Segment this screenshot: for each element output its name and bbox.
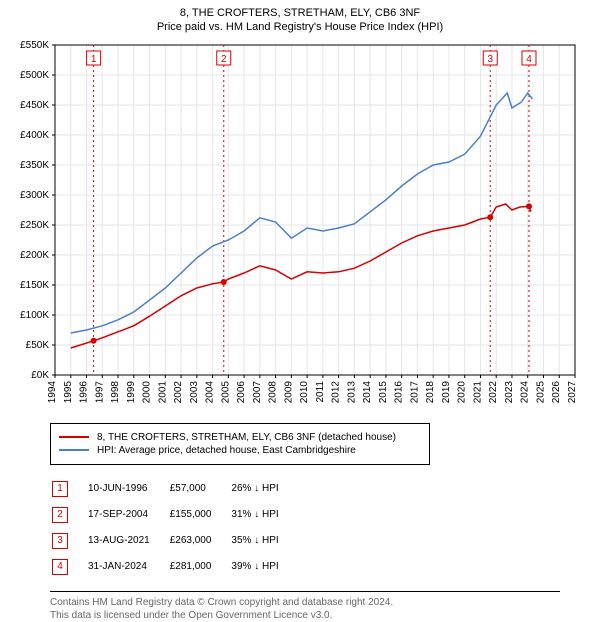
legend-label: HPI: Average price, detached house, East…	[97, 445, 356, 456]
legend: 8, THE CROFTERS, STRETHAM, ELY, CB6 3NF …	[50, 423, 430, 465]
svg-text:2003: 2003	[189, 380, 200, 403]
event-row: 1 10-JUN-1996£57,00026% ↓ HPI	[52, 477, 297, 501]
event-delta: 31% ↓ HPI	[231, 503, 296, 527]
svg-text:£100K: £100K	[20, 310, 49, 321]
svg-text:2026: 2026	[551, 380, 562, 403]
legend-item: HPI: Average price, detached house, East…	[59, 445, 421, 456]
svg-text:2007: 2007	[252, 380, 263, 403]
legend-swatch	[59, 436, 89, 438]
svg-text:£400K: £400K	[20, 130, 49, 141]
event-price: £155,000	[170, 503, 230, 527]
svg-text:2016: 2016	[394, 380, 405, 403]
price-chart: £0K £50K £100K £150K £200K £250K £300K £350K £40…	[5, 35, 595, 415]
svg-text:2015: 2015	[378, 380, 389, 403]
svg-text:2017: 2017	[409, 380, 420, 403]
svg-text:2021: 2021	[472, 380, 483, 403]
chart-svg: £0K £50K £100K £150K £200K £250K £300K £350K £40…	[5, 35, 595, 415]
event-price: £263,000	[170, 529, 230, 553]
footer: Contains HM Land Registry data © Crown c…	[50, 591, 560, 622]
event-row: 4 31-JAN-2024£281,00039% ↓ HPI	[52, 555, 297, 579]
svg-text:2009: 2009	[283, 380, 294, 403]
svg-text:2002: 2002	[173, 380, 184, 403]
svg-text:2000: 2000	[142, 380, 153, 403]
svg-text:2010: 2010	[299, 380, 310, 403]
svg-text:2001: 2001	[157, 380, 168, 403]
event-marker: 3	[52, 533, 68, 549]
svg-text:1998: 1998	[110, 380, 121, 403]
svg-text:£0K: £0K	[31, 370, 49, 381]
svg-text:£150K: £150K	[20, 280, 49, 291]
legend-swatch	[59, 449, 89, 451]
title-line1: 8, THE CROFTERS, STRETHAM, ELY, CB6 3NF	[0, 6, 600, 20]
svg-text:1996: 1996	[79, 380, 90, 403]
svg-text:2012: 2012	[331, 380, 342, 403]
legend-label: 8, THE CROFTERS, STRETHAM, ELY, CB6 3NF …	[97, 432, 396, 443]
svg-text:1994: 1994	[47, 380, 58, 403]
event-marker: 4	[52, 559, 68, 575]
legend-item: 8, THE CROFTERS, STRETHAM, ELY, CB6 3NF …	[59, 432, 421, 443]
svg-text:2019: 2019	[441, 380, 452, 403]
event-date: 13-AUG-2021	[88, 529, 168, 553]
footer-line1: Contains HM Land Registry data © Crown c…	[50, 596, 560, 609]
svg-text:2: 2	[221, 54, 227, 65]
svg-text:2024: 2024	[520, 380, 531, 403]
svg-text:1997: 1997	[94, 380, 105, 403]
svg-text:£50K: £50K	[26, 340, 50, 351]
event-price: £281,000	[170, 555, 230, 579]
chart-title: 8, THE CROFTERS, STRETHAM, ELY, CB6 3NF …	[0, 0, 600, 35]
svg-text:3: 3	[487, 54, 493, 65]
svg-text:2006: 2006	[236, 380, 247, 403]
svg-text:2011: 2011	[315, 380, 326, 402]
svg-text:£200K: £200K	[20, 250, 49, 261]
svg-text:2013: 2013	[346, 380, 357, 403]
event-delta: 39% ↓ HPI	[231, 555, 296, 579]
event-delta: 35% ↓ HPI	[231, 529, 296, 553]
svg-text:2005: 2005	[220, 380, 231, 403]
svg-text:1999: 1999	[126, 380, 137, 403]
event-date: 10-JUN-1996	[88, 477, 168, 501]
event-row: 2 17-SEP-2004£155,00031% ↓ HPI	[52, 503, 297, 527]
event-marker-cell: 2	[52, 503, 86, 527]
event-date: 17-SEP-2004	[88, 503, 168, 527]
svg-text:£450K: £450K	[20, 100, 49, 111]
svg-text:£550K: £550K	[20, 40, 49, 51]
event-marker-cell: 1	[52, 477, 86, 501]
svg-text:4: 4	[526, 54, 532, 65]
svg-text:£500K: £500K	[20, 70, 49, 81]
svg-text:£300K: £300K	[20, 190, 49, 201]
svg-text:2008: 2008	[268, 380, 279, 403]
svg-text:2027: 2027	[567, 380, 578, 403]
svg-text:2004: 2004	[205, 380, 216, 403]
svg-text:1: 1	[91, 54, 97, 65]
svg-text:2014: 2014	[362, 380, 373, 403]
svg-text:1995: 1995	[63, 380, 74, 403]
svg-text:£250K: £250K	[20, 220, 49, 231]
svg-text:2022: 2022	[488, 380, 499, 403]
event-marker: 2	[52, 507, 68, 523]
svg-text:£350K: £350K	[20, 160, 49, 171]
events-table: 1 10-JUN-1996£57,00026% ↓ HPI 2 17-SEP-2004…	[50, 475, 299, 581]
svg-text:2025: 2025	[535, 380, 546, 403]
svg-text:2023: 2023	[504, 380, 515, 403]
svg-text:2018: 2018	[425, 380, 436, 403]
event-delta: 26% ↓ HPI	[231, 477, 296, 501]
event-row: 3 13-AUG-2021£263,00035% ↓ HPI	[52, 529, 297, 553]
title-line2: Price paid vs. HM Land Registry's House …	[0, 20, 600, 34]
event-marker-cell: 4	[52, 555, 86, 579]
event-marker-cell: 3	[52, 529, 86, 553]
svg-text:2020: 2020	[457, 380, 468, 403]
event-marker: 1	[52, 481, 68, 497]
event-date: 31-JAN-2024	[88, 555, 168, 579]
event-price: £57,000	[170, 477, 230, 501]
